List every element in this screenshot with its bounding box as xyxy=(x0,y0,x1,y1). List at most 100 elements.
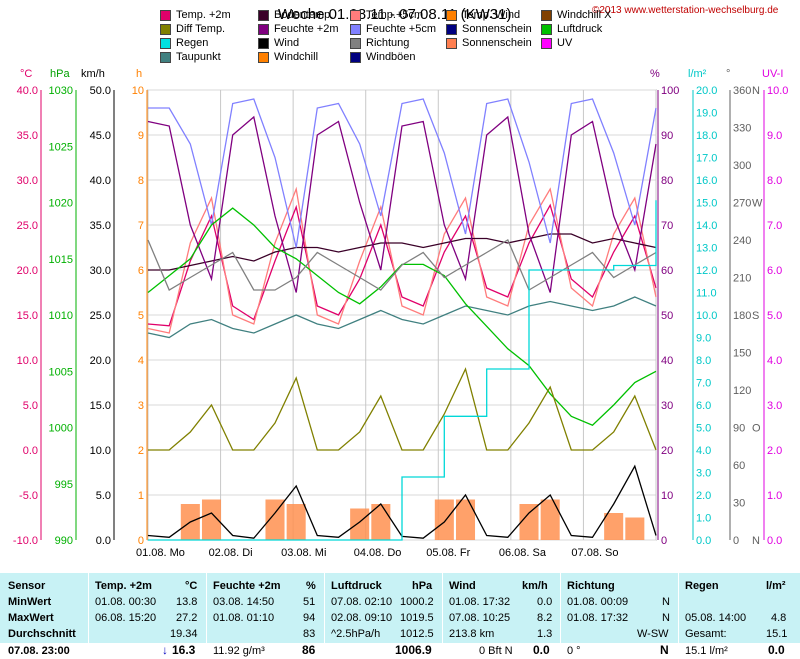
axis-unit-hpa: hPa xyxy=(50,68,70,80)
stats-cell: 83 xyxy=(303,628,316,640)
humidity-axis-tick: 30 xyxy=(661,400,673,412)
series-line xyxy=(147,115,657,293)
stats-cell: 0 ° xyxy=(567,645,581,657)
wind-axis-tick: 5.0 xyxy=(96,490,111,502)
uv-axis-tick: 6.0 xyxy=(767,265,782,277)
sunshine-bar xyxy=(286,504,306,540)
temp-axis-tick: 40.0 xyxy=(17,85,38,97)
direction-axis-tick: 180 xyxy=(733,310,751,322)
stats-cell: ^2.5hPa/h xyxy=(331,628,381,640)
hours-axis-tick: 6 xyxy=(138,265,144,277)
copyright-notice[interactable]: ©2013 www.wetterstation-wechselburg.de xyxy=(592,5,779,16)
stats-cell: 15.1 l/m² xyxy=(685,645,728,657)
stats-header-dir: Richtung xyxy=(567,580,615,592)
rain-axis-tick: 18.0 xyxy=(696,130,717,142)
stats-cell: 01.08. 17:32 xyxy=(449,596,511,608)
legend-label: Luftdruck xyxy=(557,23,603,35)
stats-cell: 4.8 xyxy=(771,612,787,624)
stats-cell: 0 Bft N xyxy=(479,645,513,657)
legend-label: Feuchte +2m xyxy=(274,23,339,35)
wind-axis-tick: 30.0 xyxy=(90,265,111,277)
direction-axis-tick: 60 xyxy=(733,460,745,472)
legend-label: Sonnenschein xyxy=(462,23,532,35)
temp-axis-tick: -5.0 xyxy=(19,490,38,502)
direction-axis-tick: 30 xyxy=(733,498,745,510)
rain-axis-tick: 19.0 xyxy=(696,108,717,120)
sunshine-bar xyxy=(519,504,539,540)
hours-axis-tick: 10 xyxy=(132,85,144,97)
legend-label: Regen xyxy=(176,37,209,49)
axis-unit-humidity: % xyxy=(650,68,660,80)
temp-axis-tick: 5.0 xyxy=(23,400,38,412)
stats-header-rain: Regen xyxy=(685,580,719,592)
pressure-axis-tick: 1005 xyxy=(49,366,73,378)
legend-swatch xyxy=(160,24,171,35)
axis-unit-rain: l/m² xyxy=(688,68,707,80)
rain-axis-tick: 8.0 xyxy=(696,355,711,367)
rain-axis-tick: 20.0 xyxy=(696,85,717,97)
direction-axis-tick: 0 xyxy=(733,535,739,547)
rain-axis-tick: 15.0 xyxy=(696,198,717,210)
temp-axis-tick: 10.0 xyxy=(17,355,38,367)
legend-swatch xyxy=(541,38,552,49)
direction-axis-tick: 300 xyxy=(733,160,751,172)
rain-axis-tick: 5.0 xyxy=(696,423,711,435)
legend-label: Taupunkt xyxy=(176,51,221,63)
stats-cell: 1.3 xyxy=(537,628,553,640)
series-line xyxy=(147,239,657,291)
sunshine-bar xyxy=(604,513,624,540)
sunshine-bar xyxy=(434,499,454,540)
x-tick-label: 04.08. Do xyxy=(354,547,402,559)
stats-cell: 0.0 xyxy=(768,643,785,657)
legend-swatch xyxy=(258,52,269,63)
series-line xyxy=(148,98,657,248)
hours-axis-tick: 4 xyxy=(138,355,144,367)
legend-swatch xyxy=(160,10,171,21)
humidity-axis-tick: 60 xyxy=(661,265,673,277)
humidity-axis-tick: 40 xyxy=(661,355,673,367)
pressure-axis-tick: 995 xyxy=(55,479,73,491)
wind-axis-tick: 40.0 xyxy=(90,175,111,187)
rain-axis-tick: 7.0 xyxy=(696,378,711,390)
direction-axis-tick: 210 xyxy=(733,273,751,285)
hours-axis-tick: 1 xyxy=(138,490,144,502)
uv-axis-tick: 5.0 xyxy=(767,310,782,322)
legend-swatch xyxy=(446,38,457,49)
direction-letter: N xyxy=(752,535,760,547)
rain-axis-tick: 17.0 xyxy=(696,153,717,165)
legend-swatch xyxy=(446,24,457,35)
wind-axis-tick: 0.0 xyxy=(96,535,111,547)
stats-cell: W-SW xyxy=(637,628,669,640)
rain-axis-tick: 6.0 xyxy=(696,400,711,412)
stats-cell: N xyxy=(660,643,669,657)
legend-swatch xyxy=(541,10,552,21)
hours-axis-tick: 0 xyxy=(138,535,144,547)
series-line xyxy=(147,186,657,334)
sunshine-bar xyxy=(371,504,391,540)
x-tick-label: 01.08. Mo xyxy=(136,547,185,559)
legend-swatch xyxy=(258,10,269,21)
series-line xyxy=(147,296,657,339)
stats-cell: 05.08. 14:00 xyxy=(685,612,747,624)
uv-axis-tick: 8.0 xyxy=(767,175,782,187)
legend-swatch xyxy=(350,10,361,21)
humidity-axis-tick: 0 xyxy=(661,535,667,547)
sunshine-bar xyxy=(201,499,222,540)
stats-header-hum-unit: % xyxy=(306,580,316,592)
stats-cell: 16.3 xyxy=(172,643,196,657)
direction-letter: N xyxy=(752,85,760,97)
stats-cell: 213.8 km xyxy=(449,628,495,640)
stats-cell: 8.2 xyxy=(537,612,553,624)
axis-unit-hours: h xyxy=(136,68,143,80)
pressure-axis-tick: 1025 xyxy=(49,141,73,153)
direction-axis-tick: 330 xyxy=(733,123,751,135)
sunshine-bar xyxy=(455,499,476,540)
legend-label: Wind xyxy=(274,37,300,49)
stats-cell: 0.0 xyxy=(533,643,550,657)
uv-axis-tick: 9.0 xyxy=(767,130,782,142)
stats-cell: 01.08. 00:30 xyxy=(95,596,157,608)
rain-axis-tick: 1.0 xyxy=(696,513,711,525)
hours-axis-tick: 3 xyxy=(138,400,144,412)
stats-row-label: MaxWert xyxy=(8,612,54,624)
x-tick-label: 06.08. Sa xyxy=(499,547,547,559)
